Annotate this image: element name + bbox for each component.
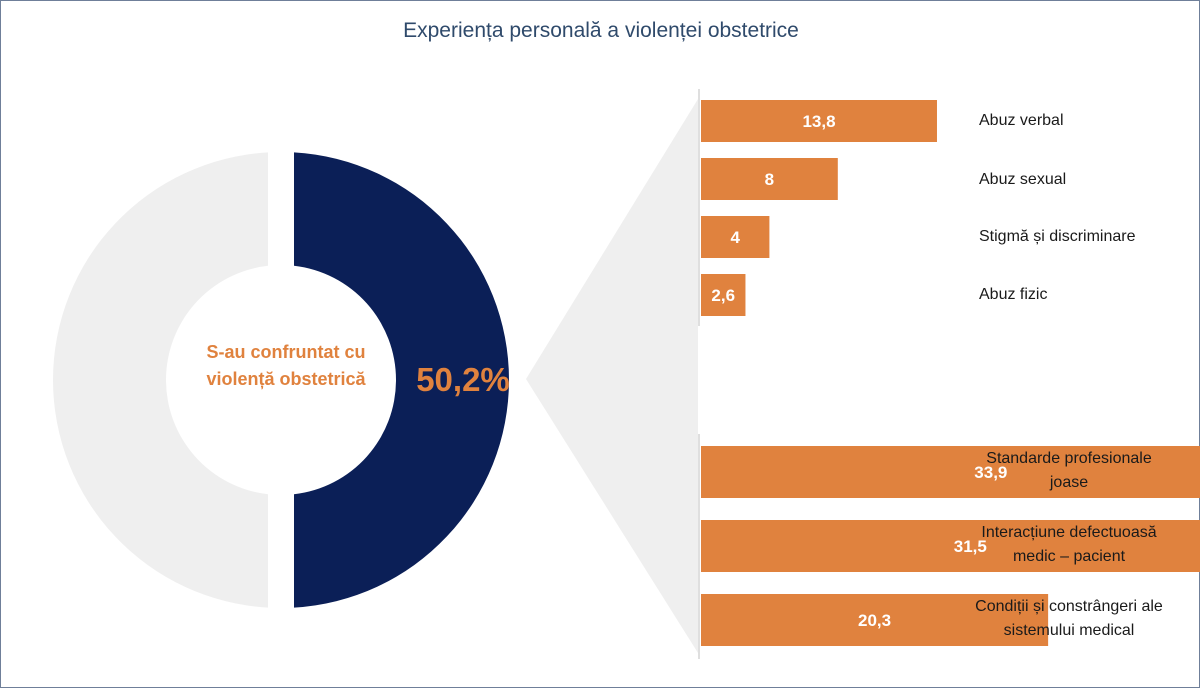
donut-slice-highlighted xyxy=(294,152,509,608)
category-label-abuz-verbal: Abuz verbal xyxy=(979,112,1064,129)
category-label-abuz-sexual: Abuz sexual xyxy=(979,171,1067,188)
category-label-standarde: Standarde profesionale joase xyxy=(949,447,1189,495)
violence-type-value-label: 4 xyxy=(730,228,740,247)
category-label-line: Standarde profesionale xyxy=(986,450,1152,467)
category-label-line: Condiții și constrângeri ale xyxy=(975,598,1163,615)
category-label-abuz-fizic: Abuz fizic xyxy=(979,286,1048,303)
violence-type-value-label: 13,8 xyxy=(802,112,835,131)
violence-type-bar xyxy=(701,158,838,200)
donut-center-label: S-au confruntat cu violență obstetrică xyxy=(206,342,366,389)
violence-type-bar xyxy=(701,216,770,258)
cause-value-label: 33,9 xyxy=(974,463,1007,482)
category-label-conditii: Condiții și constrângeri ale sistemului … xyxy=(949,595,1189,643)
zoom-wedge xyxy=(526,99,698,653)
cause-value-label: 31,5 xyxy=(954,537,987,556)
violence-type-value-label: 8 xyxy=(765,170,774,189)
category-label-line: medic – pacient xyxy=(1012,548,1126,565)
donut-slice-rest xyxy=(53,152,268,608)
violence-type-bar xyxy=(701,274,746,316)
violence-type-value-label: 2,6 xyxy=(711,286,735,305)
donut-value-label: 50,2% xyxy=(416,361,510,398)
category-label-line: joase xyxy=(1049,474,1089,491)
category-label-line: sistemului medical xyxy=(1003,622,1135,639)
cause-bar xyxy=(701,520,1200,572)
category-label-line: Interacțiune defectuoasă xyxy=(981,524,1157,541)
violence-type-bar xyxy=(701,100,937,142)
category-label-interactiune: Interacțiune defectuoasă medic – pacient xyxy=(949,521,1189,569)
cause-bar xyxy=(701,446,1200,498)
cause-bar xyxy=(701,594,1049,646)
category-label-stigma: Stigmă și discriminare xyxy=(979,228,1136,245)
chart-title: Experiența personală a violenței obstetr… xyxy=(403,19,799,42)
cause-value-label: 20,3 xyxy=(858,611,891,630)
